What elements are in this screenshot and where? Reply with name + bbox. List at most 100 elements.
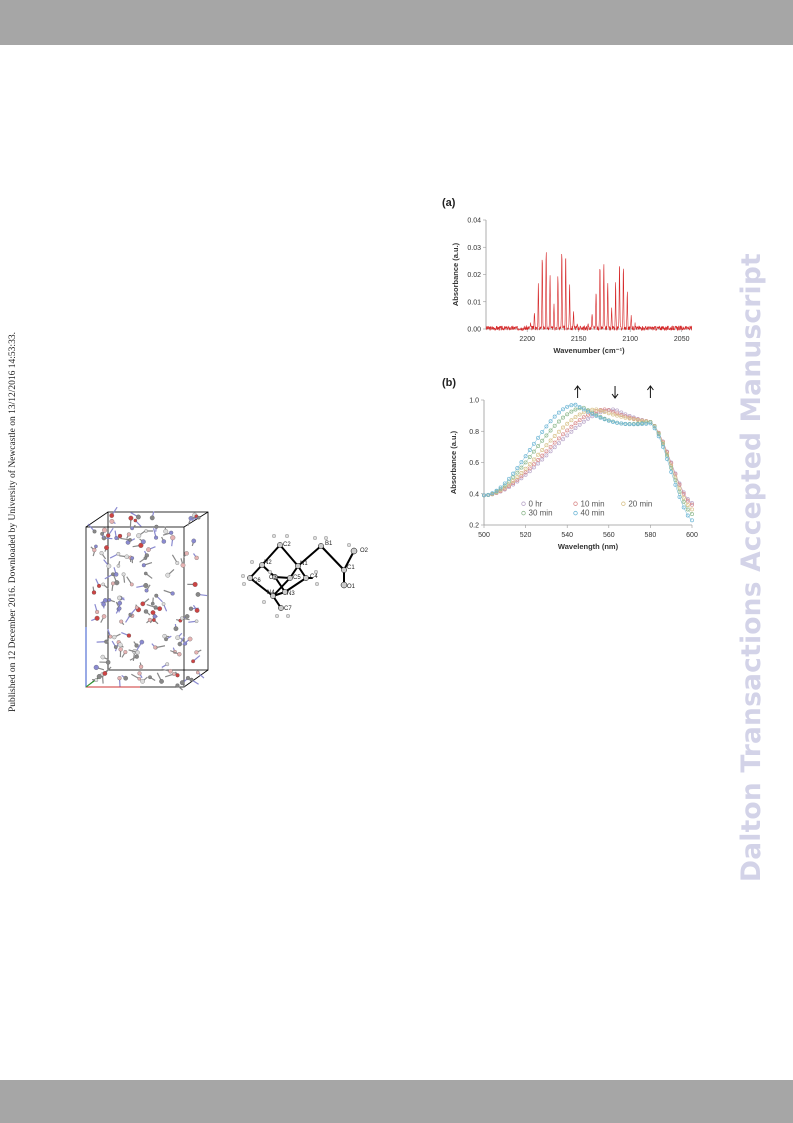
atom (195, 592, 201, 597)
legend-entry: 10 min (581, 499, 605, 508)
uv-point (685, 507, 690, 512)
uv-point (623, 415, 628, 420)
atom (135, 514, 141, 520)
atom (118, 647, 123, 652)
atom (94, 678, 99, 682)
uv-point (665, 456, 669, 461)
atom (96, 674, 102, 680)
atom (143, 583, 149, 589)
atom (107, 598, 112, 602)
uv-point (669, 469, 674, 474)
atom-label-c7: C7 (284, 606, 292, 612)
crystal-packing-figure (85, 506, 209, 691)
uv-point (523, 470, 528, 475)
atom (126, 532, 131, 537)
uv-point (519, 476, 524, 481)
uv-point (611, 409, 615, 414)
atom (153, 645, 158, 650)
uv-point (590, 414, 595, 419)
accepted-manuscript-watermark: Dalton Transactions Accepted Manuscript (736, 253, 767, 882)
uv-point (536, 444, 541, 449)
atom-label-o2: O2 (360, 548, 369, 554)
atom (138, 542, 144, 548)
y-tick-label: 0.2 (469, 523, 479, 530)
uv-point (606, 411, 611, 416)
uv-point (548, 428, 553, 433)
uv-point (586, 409, 590, 414)
uv-point (552, 423, 557, 428)
uv-point (685, 498, 690, 503)
atom (116, 552, 121, 556)
atom (112, 635, 117, 640)
uv-point (565, 428, 570, 433)
uv-point (615, 413, 620, 418)
atom-label-c3: C3 (269, 575, 277, 581)
atom (161, 539, 167, 544)
atom (101, 535, 107, 541)
uv-point (581, 415, 586, 420)
atom (128, 515, 134, 521)
x-tick-label: 2050 (674, 336, 690, 343)
atom (143, 571, 148, 576)
uv-point (635, 422, 640, 427)
uv-series-line-2 (483, 409, 693, 510)
uv-point (527, 455, 532, 459)
uv-point (631, 417, 636, 422)
uv-point (615, 411, 620, 416)
atom (93, 664, 99, 670)
uv-point (569, 424, 574, 429)
uv-point (619, 414, 624, 419)
ir-series-line (485, 252, 693, 332)
atom (149, 515, 155, 521)
atom (124, 554, 129, 559)
atom (170, 535, 176, 541)
uv-point (540, 448, 545, 452)
uv-point (690, 502, 694, 507)
publication-note: Published on 12 December 2016. Downloade… (8, 332, 18, 712)
atom (140, 601, 146, 607)
atom (100, 654, 106, 660)
uv-point (523, 466, 528, 471)
atom (192, 581, 198, 587)
atom (117, 642, 123, 648)
uv-point (552, 414, 557, 419)
uv-point (598, 415, 603, 420)
uv-point (515, 466, 520, 471)
y-tick-label: 1.0 (469, 398, 479, 405)
atom (128, 538, 132, 542)
atom (191, 659, 196, 664)
atom (194, 555, 199, 560)
atom (126, 633, 132, 638)
uv-point (565, 412, 570, 417)
atom (168, 669, 173, 674)
trend-arrow-down (611, 386, 619, 399)
atom (194, 619, 199, 623)
atom (109, 519, 115, 524)
atom-label-n3: N3 (287, 591, 295, 597)
uv-point (631, 422, 636, 427)
uv-point (648, 421, 653, 426)
uv-point (556, 429, 561, 434)
uv-point (556, 436, 561, 441)
legend-marker (521, 510, 526, 516)
uv-point (656, 432, 661, 437)
y-tick-label: 0.02 (467, 272, 481, 279)
x-axis-label: Wavenumber (cm⁻¹) (553, 346, 625, 355)
atom (101, 602, 106, 607)
atom (139, 639, 145, 645)
atom (152, 614, 157, 619)
uv-point (611, 407, 615, 412)
atom (104, 639, 109, 644)
atom-label-o1: O1 (347, 584, 356, 590)
uv-vis-spectrum-chart: (b) 0.2 0.4 0.6 0.8 1.0 500 520 540 560 580 600 Wave… (442, 377, 698, 551)
atom (113, 645, 118, 649)
atom (179, 680, 185, 686)
atom (134, 654, 139, 659)
uv-point (577, 418, 582, 423)
uv-point (507, 476, 511, 481)
atom (175, 683, 180, 688)
uv-point (627, 422, 632, 427)
atom (130, 556, 135, 560)
uv-point (531, 449, 536, 454)
uv-point (561, 415, 565, 420)
